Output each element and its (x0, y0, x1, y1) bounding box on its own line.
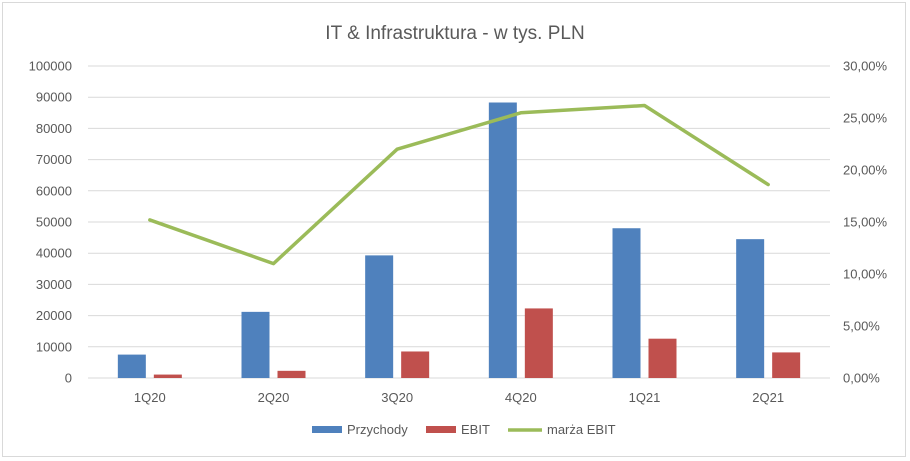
left-axis-tick-label: 10000 (36, 339, 72, 354)
bar-ebit (153, 374, 182, 378)
margin-line (148, 103, 770, 266)
bar-przychody (736, 239, 765, 378)
legend-swatch (426, 426, 456, 433)
left-axis-tick-label: 60000 (36, 183, 72, 198)
line-series (148, 103, 770, 266)
bar-ebit (277, 370, 306, 378)
bar-ebit (648, 338, 677, 378)
left-axis-tick-label: 50000 (36, 215, 72, 230)
bars (117, 102, 801, 378)
bar-ebit (772, 352, 801, 378)
right-axis-ticks: 0,00% 5,00% 10,00% 15,00% 20,00% 25,00% 30,00% (843, 59, 888, 386)
x-axis-tick-label: 4Q20 (505, 390, 537, 405)
legend: Przychody EBIT marża EBIT (312, 422, 616, 437)
right-axis-tick-label: 0,00% (843, 371, 880, 386)
bar-przychody (117, 354, 146, 378)
x-axis-tick-label: 1Q20 (134, 390, 166, 405)
gridlines (88, 65, 830, 379)
bar-przychody (241, 311, 270, 378)
left-axis-tick-label: 90000 (36, 90, 72, 105)
right-axis-tick-label: 25,00% (843, 111, 888, 126)
bar-przychody (488, 102, 517, 378)
bar-przychody (612, 228, 641, 378)
bar-ebit (401, 351, 430, 378)
left-axis-tick-label: 20000 (36, 308, 72, 323)
right-axis-tick-label: 5,00% (843, 319, 880, 334)
legend-label: Przychody (347, 422, 408, 437)
left-axis-tick-label: 100000 (29, 59, 72, 74)
left-axis-ticks: 0 10000 20000 30000 40000 50000 60000 70000 8000… (29, 59, 72, 386)
x-axis-ticks: 1Q20 2Q20 3Q20 4Q20 1Q21 2Q21 (134, 390, 784, 405)
x-axis-tick-label: 1Q21 (629, 390, 661, 405)
bar-ebit (524, 308, 553, 378)
right-axis-tick-label: 20,00% (843, 163, 888, 178)
legend-label: EBIT (461, 422, 490, 437)
bar-przychody (365, 255, 394, 378)
legend-swatch (312, 426, 342, 433)
x-axis-tick-label: 3Q20 (381, 390, 413, 405)
right-axis-tick-label: 10,00% (843, 267, 888, 282)
left-axis-tick-label: 30000 (36, 277, 72, 292)
right-axis-tick-label: 30,00% (843, 59, 888, 74)
left-axis-tick-label: 40000 (36, 246, 72, 261)
legend-label: marża EBIT (547, 422, 616, 437)
left-axis-tick-label: 70000 (36, 152, 72, 167)
left-axis-tick-label: 0 (65, 371, 72, 386)
right-axis-tick-label: 15,00% (843, 215, 888, 230)
left-axis-tick-label: 80000 (36, 121, 72, 136)
x-axis-tick-label: 2Q20 (258, 390, 290, 405)
chart-title: IT & Infrastruktura - w tys. PLN (325, 23, 584, 44)
x-axis-tick-label: 2Q21 (752, 390, 784, 405)
